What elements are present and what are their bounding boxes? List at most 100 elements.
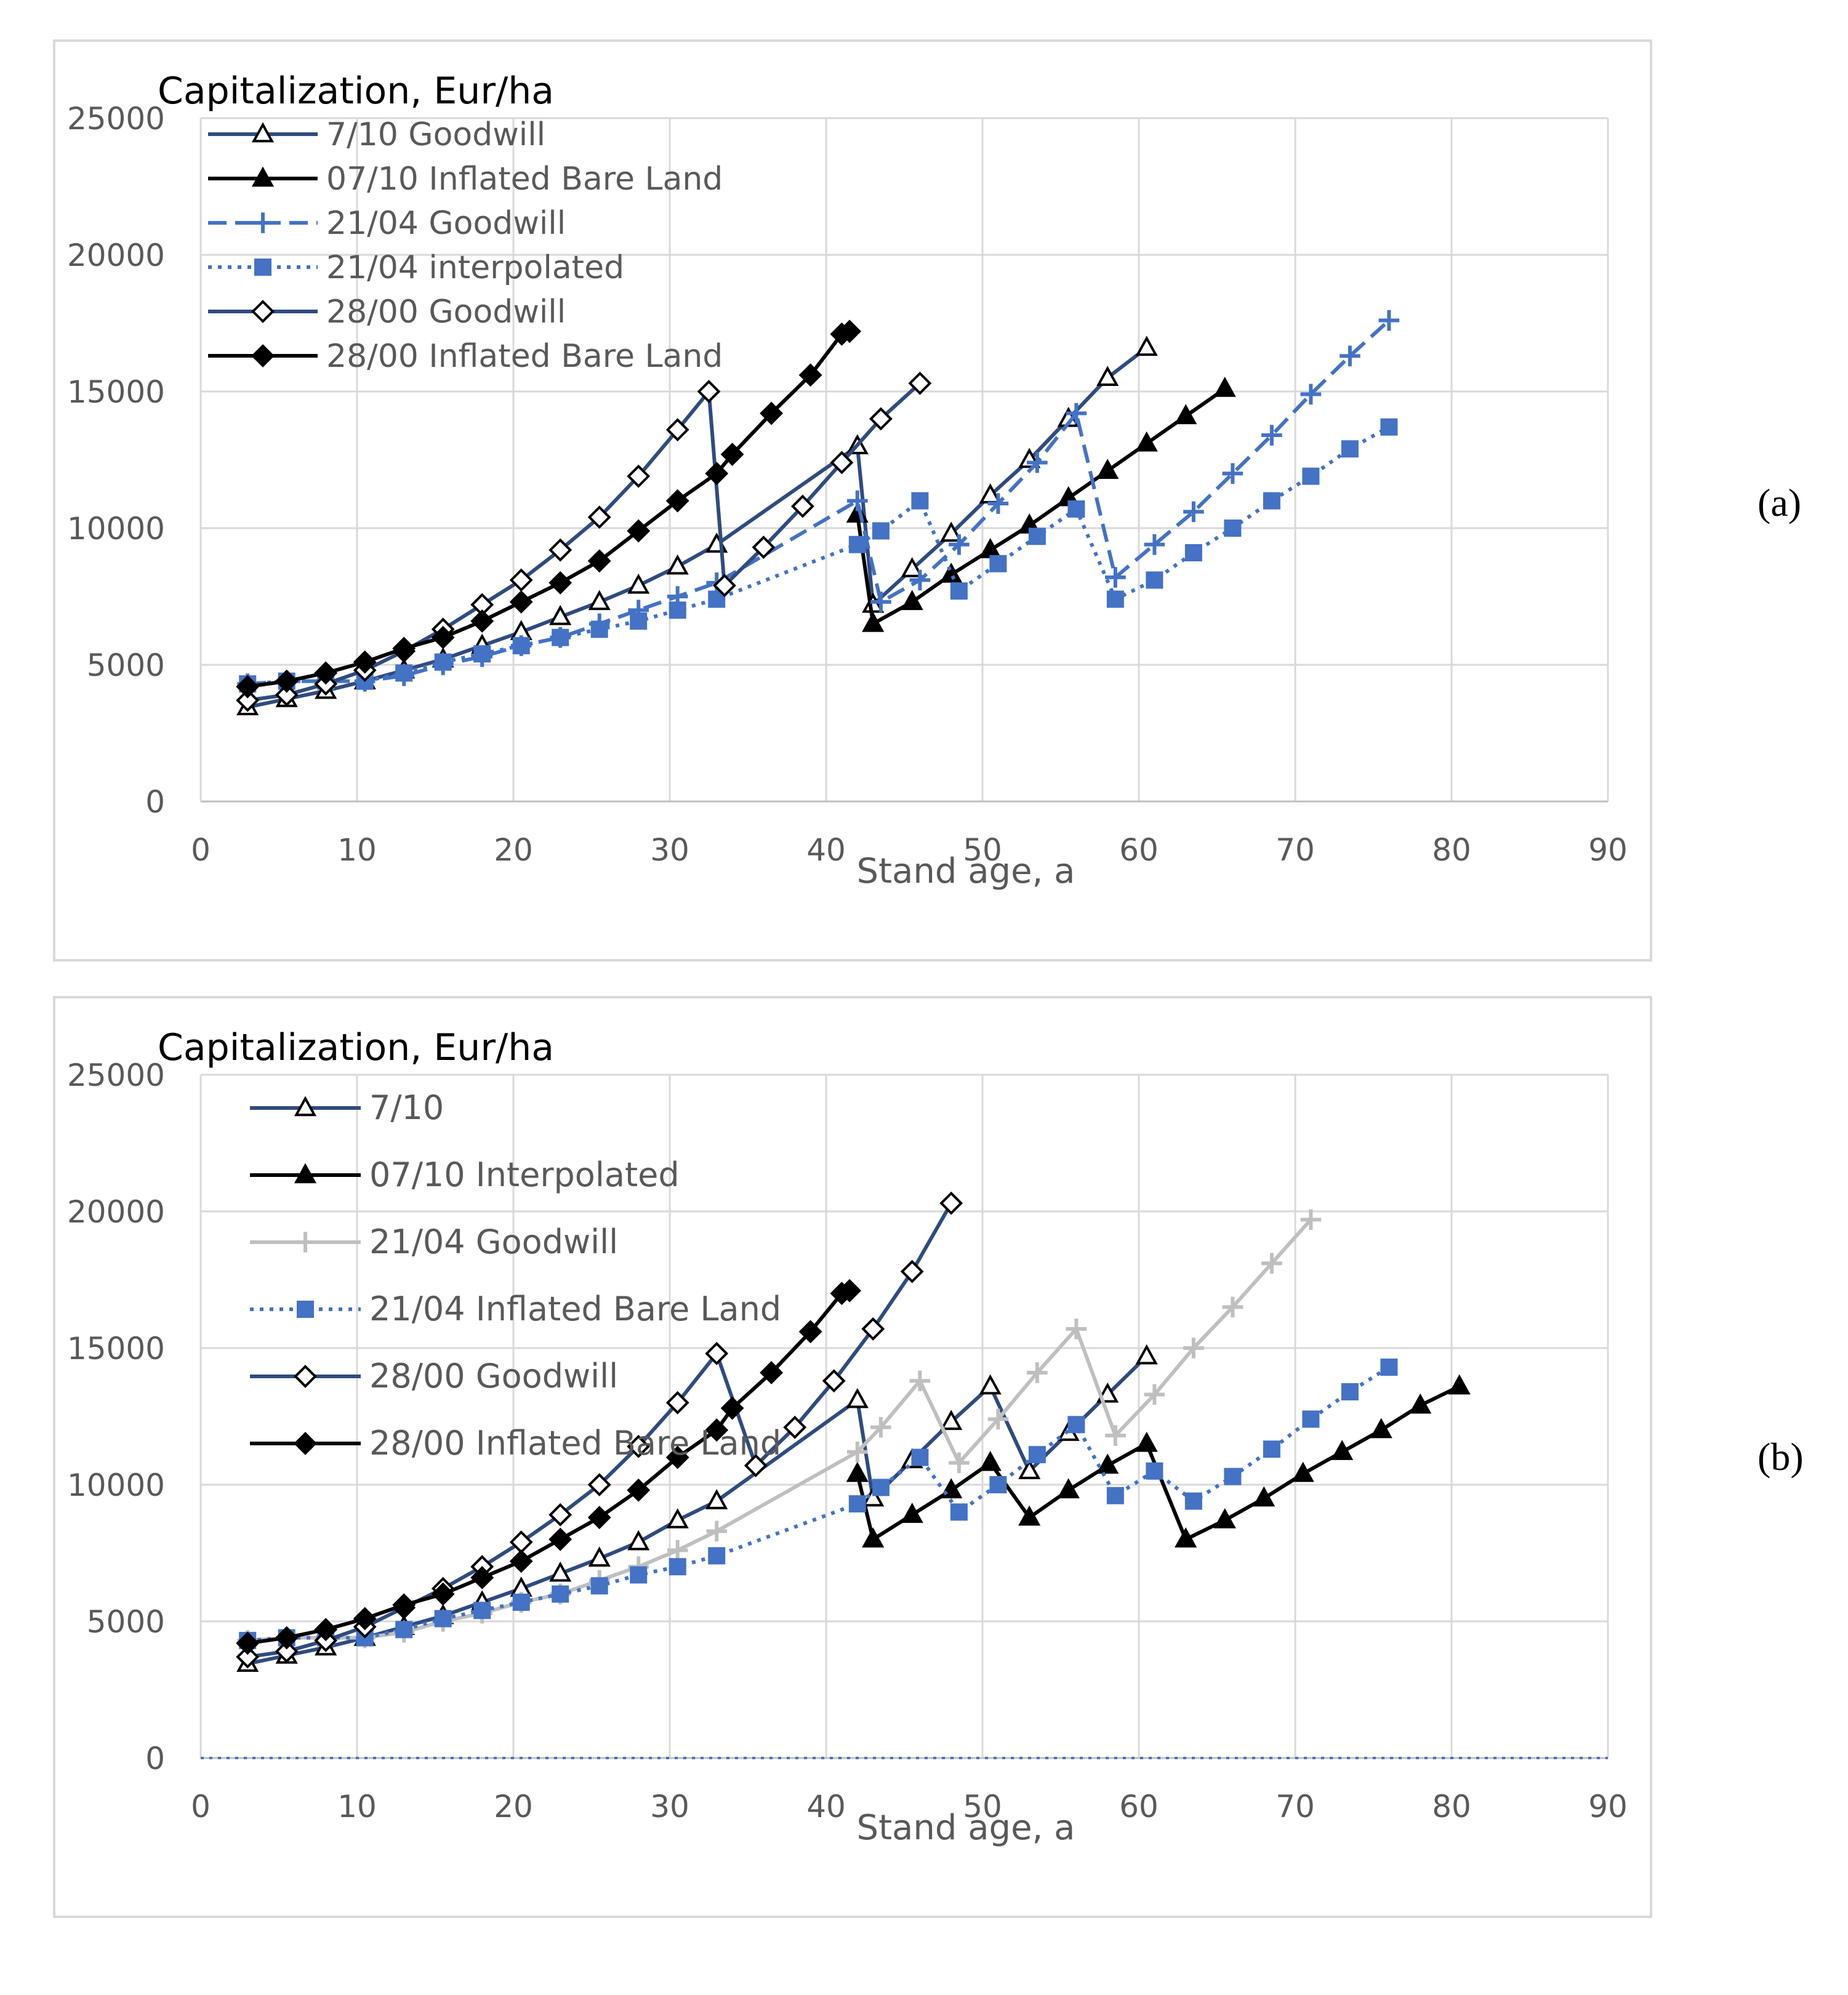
chart-a-series-1	[848, 379, 1234, 630]
chart-b-svg: 05000100001500020000250000 10 20 30 40 50 60 70…	[55, 998, 1650, 1916]
chart-b-xtick-label: 80	[1432, 1789, 1471, 1824]
chart-a-series-line-5	[247, 331, 850, 686]
chart-b-point-3-27	[1380, 1359, 1397, 1376]
chart-a-legend-label-1: 07/10 Inflated Bare Land	[326, 161, 723, 198]
chart-b-point-1-2	[903, 1505, 921, 1522]
chart-b-point-5-8	[550, 1530, 570, 1549]
chart-a-xtick-label: 30	[650, 832, 689, 868]
chart-b-legend-label-1: 07/10 Interpolated	[369, 1155, 680, 1194]
chart-a-point-0-11	[669, 557, 686, 574]
chart-b-xlabel: Stand age, a	[857, 1808, 1075, 1848]
chart-a-xtick-label: 40	[806, 832, 846, 868]
chart-b-ytick-label: 0	[145, 1741, 165, 1776]
chart-b-point-3-11	[669, 1558, 686, 1575]
chart-a-ytick-label: 25000	[67, 101, 165, 137]
chart-a-point-3-5	[435, 654, 452, 671]
chart-a-point-3-16	[950, 582, 968, 600]
chart-a-ytick-label: 15000	[67, 374, 165, 410]
chart-b-legend-marker-3	[297, 1301, 314, 1318]
chart-b-legend-label-5: 28/00 Inflated Bare Land	[369, 1424, 781, 1463]
chart-b-point-3-17	[989, 1476, 1006, 1493]
chart-a-point-3-17	[989, 555, 1006, 572]
chart-a-point-1-9	[1177, 407, 1195, 423]
chart-a-legend-marker-2	[252, 212, 273, 233]
chart-b-ytick-label: 20000	[67, 1194, 165, 1230]
chart-b-point-3-10	[630, 1567, 647, 1584]
chart-b-legend: 7/10 07/10 Interpolated 21/04 Goodwill 21/0…	[250, 1088, 781, 1463]
chart-a-legend-label-2: 21/04 Goodwill	[326, 205, 566, 242]
chart-a-series-line-4	[247, 383, 920, 700]
chart-a-xtick-label: 60	[1119, 832, 1159, 868]
chart-a-point-1-3	[942, 565, 960, 582]
chart-b-point-3-9	[591, 1577, 608, 1594]
chart-b-ytick-label: 10000	[67, 1467, 165, 1503]
chart-b-legend-label-3: 21/04 Inflated Bare Land	[369, 1290, 781, 1328]
chart-a-point-3-24	[1263, 492, 1280, 510]
chart-a-xtick-label: 80	[1432, 832, 1471, 868]
chart-a-xtick-label: 90	[1588, 832, 1628, 868]
chart-a-point-3-23	[1224, 520, 1241, 537]
chart-a-point-1-7	[1099, 461, 1117, 478]
chart-b-point-1-8	[1138, 1434, 1155, 1451]
chart-b-ytick-label: 15000	[67, 1331, 165, 1367]
chart-a-point-1-4	[981, 540, 999, 557]
panel-label-b: (b)	[1758, 1434, 1804, 1480]
chart-a-legend-marker-3	[254, 259, 271, 276]
chart-a-point-3-25	[1302, 468, 1319, 485]
chart-a-point-1-8	[1138, 434, 1155, 451]
panel-label-a: (a)	[1758, 480, 1801, 526]
chart-b-series-1	[848, 1377, 1468, 1546]
chart-b-point-1-4	[981, 1453, 999, 1470]
chart-b-point-1-14	[1372, 1421, 1390, 1437]
chart-b-point-1-7	[1099, 1456, 1117, 1473]
chart-a-point-5-8	[550, 573, 570, 593]
chart-b-point-3-6	[473, 1602, 491, 1619]
chart-b-point-1-0	[848, 1464, 866, 1481]
chart-a-ytick-label: 0	[145, 784, 165, 820]
chart-b-ytick-label: 5000	[87, 1604, 165, 1640]
chart-b-ytick-label: 25000	[67, 1058, 165, 1093]
chart-b-point-1-16	[1450, 1377, 1468, 1394]
chart-a-point-5-6	[472, 611, 492, 631]
chart-b-point-3-8	[552, 1586, 569, 1603]
chart-panel-a: 0 5000 10000 15000 20000 25000 0 10 20 30 40 50 60 70…	[53, 39, 1652, 961]
chart-a-point-3-9	[591, 620, 608, 638]
chart-b-point-3-12	[708, 1547, 725, 1564]
chart-a-point-1-10	[1216, 379, 1234, 396]
chart-a-xtick-label: 0	[191, 832, 211, 868]
chart-b-point-2-12	[706, 1521, 727, 1542]
chart-b-title: Capitalization, Eur/ha	[158, 1026, 554, 1069]
chart-panel-b: 0 5000 10000 15000 20000 25000 0 10 20 30 40 50 60 70…	[53, 996, 1652, 1918]
chart-b-point-3-22	[1185, 1493, 1202, 1510]
chart-b-xtick-label: 0	[191, 1789, 211, 1824]
chart-b-point-3-19	[1067, 1416, 1085, 1433]
chart-a-point-3-20	[1107, 590, 1124, 608]
chart-b-point-1-12	[1294, 1464, 1312, 1481]
chart-b-point-1-11	[1255, 1489, 1273, 1506]
chart-a-legend-label-4: 28/00 Goodwill	[326, 294, 566, 331]
chart-a-xlabel: Stand age, a	[857, 851, 1075, 891]
chart-b-point-3-7	[513, 1594, 530, 1611]
chart-a-point-3-22	[1185, 544, 1202, 561]
chart-a-ytick-label: 10000	[67, 511, 165, 547]
chart-a-point-3-14	[872, 522, 890, 539]
chart-b-xtick-label: 20	[494, 1789, 533, 1824]
chart-b-point-3-14	[872, 1479, 890, 1496]
chart-a-legend-marker-5	[253, 346, 273, 366]
chart-b-legend-label-4: 28/00 Goodwill	[369, 1357, 618, 1395]
chart-b-legend-marker-2	[295, 1232, 316, 1253]
chart-a-title: Capitalization, Eur/ha	[158, 70, 554, 113]
chart-b-point-3-25	[1302, 1410, 1319, 1427]
chart-b-xtick-label: 40	[806, 1789, 846, 1824]
chart-b-xtick-label: 30	[650, 1789, 689, 1824]
chart-a-legend-label-3: 21/04 interpolated	[326, 249, 624, 286]
chart-a-point-3-26	[1341, 440, 1359, 457]
chart-b-point-3-26	[1341, 1383, 1359, 1400]
chart-a-point-3-7	[513, 637, 530, 654]
chart-a-point-3-18	[1029, 528, 1046, 545]
chart-b-point-0-10	[630, 1533, 648, 1549]
chart-a-point-3-11	[669, 601, 686, 619]
chart-b-point-3-4	[395, 1621, 412, 1638]
chart-b-legend-marker-4	[295, 1367, 315, 1386]
chart-b-legend-label-2: 21/04 Goodwill	[369, 1222, 618, 1261]
